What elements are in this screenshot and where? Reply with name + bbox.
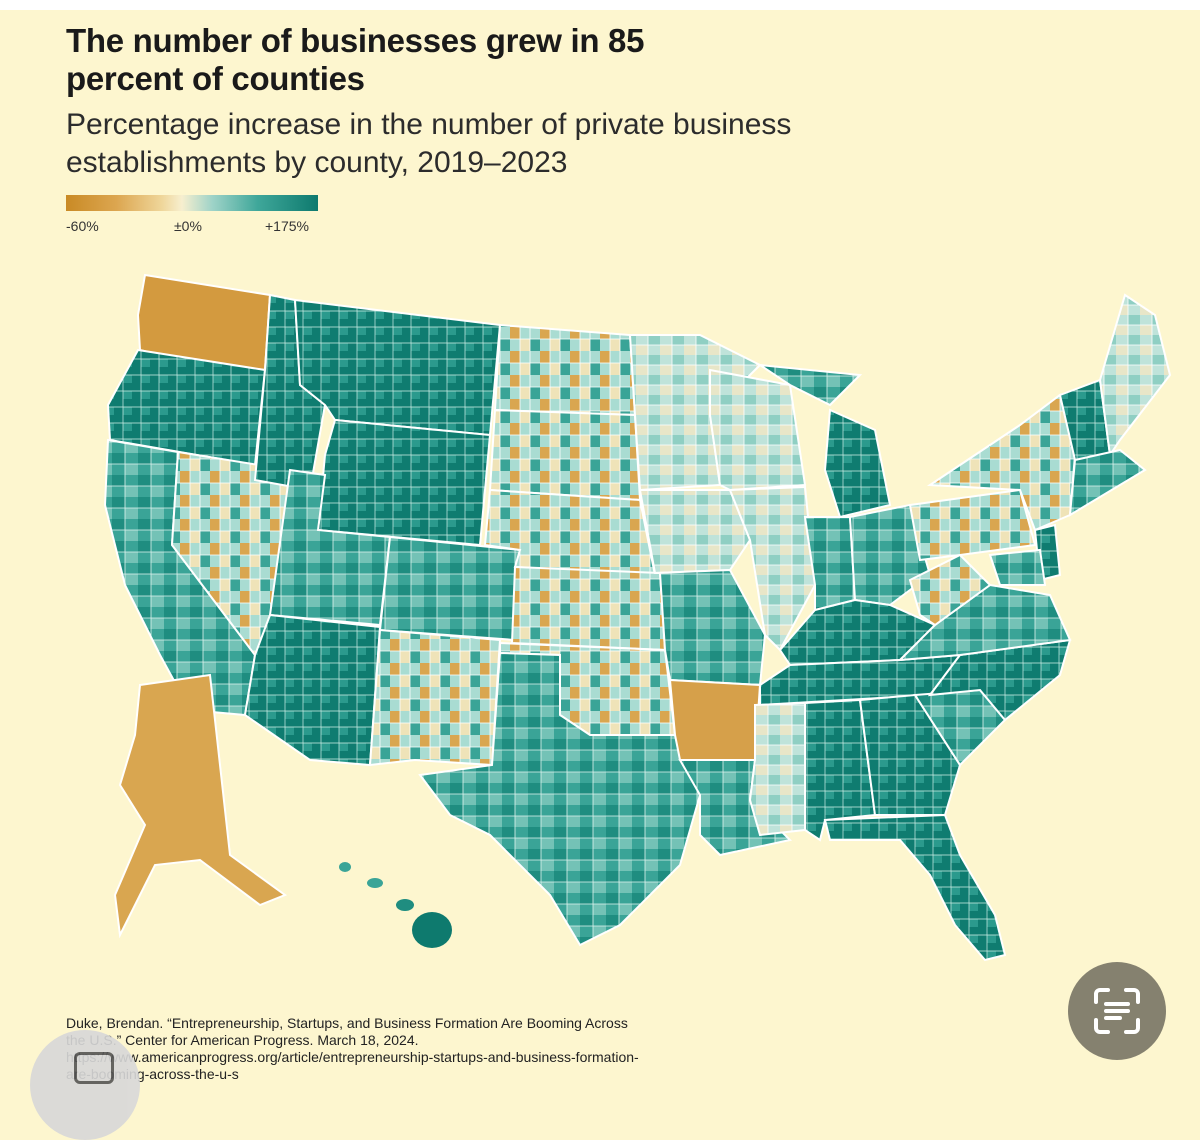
state-florida: [823, 813, 1007, 962]
state-arkansas: [668, 678, 762, 761]
text-scan-icon: [1094, 988, 1140, 1034]
state-west-virginia: [908, 553, 992, 627]
camera-icon: [74, 1052, 114, 1084]
top-strip: [0, 0, 1200, 10]
state-iowa: [638, 489, 752, 575]
state-hawaii-kauai: [339, 862, 351, 872]
state-north-dakota: [493, 323, 637, 417]
state-massachusetts-ct-ri: [1068, 448, 1147, 517]
state-maryland: [988, 548, 1047, 586]
us-county-map-svg: [103, 273, 1172, 962]
state-hawaii-maui: [396, 899, 414, 911]
page-title: The number of businesses grew in 85 perc…: [66, 22, 645, 97]
legend-color-bar: [66, 195, 318, 211]
legend-max-label: +175%: [265, 218, 309, 234]
state-arizona: [243, 613, 382, 767]
state-hawaii-big-island: [412, 912, 452, 948]
camera-overlay-button[interactable]: [30, 1030, 140, 1140]
text-scan-button[interactable]: [1068, 962, 1166, 1060]
state-colorado: [378, 535, 522, 642]
state-south-dakota: [488, 408, 642, 502]
state-indiana: [803, 516, 857, 612]
source-citation: Duke, Brendan. “Entrepreneurship, Startu…: [66, 1015, 639, 1082]
state-pennsylvania: [908, 488, 1037, 562]
state-michigan: [823, 408, 892, 519]
state-wisconsin: [709, 368, 807, 492]
state-wyoming: [316, 418, 492, 547]
state-missouri: [654, 568, 767, 687]
page-subtitle: Percentage increase in the number of pri…: [66, 108, 792, 179]
us-county-map: [60, 255, 1180, 975]
state-montana: [293, 298, 502, 437]
state-maine: [1098, 293, 1172, 458]
state-texas: [418, 651, 702, 947]
state-mississippi: [748, 701, 806, 837]
legend-mid-label: ±0%: [174, 218, 202, 234]
state-new-mexico: [368, 628, 502, 767]
legend-min-label: -60%: [66, 218, 99, 234]
state-kansas: [510, 565, 667, 652]
state-hawaii-oahu: [367, 878, 383, 888]
state-alaska: [113, 673, 288, 939]
state-georgia: [858, 693, 962, 816]
state-michigan-upper: [759, 364, 863, 407]
